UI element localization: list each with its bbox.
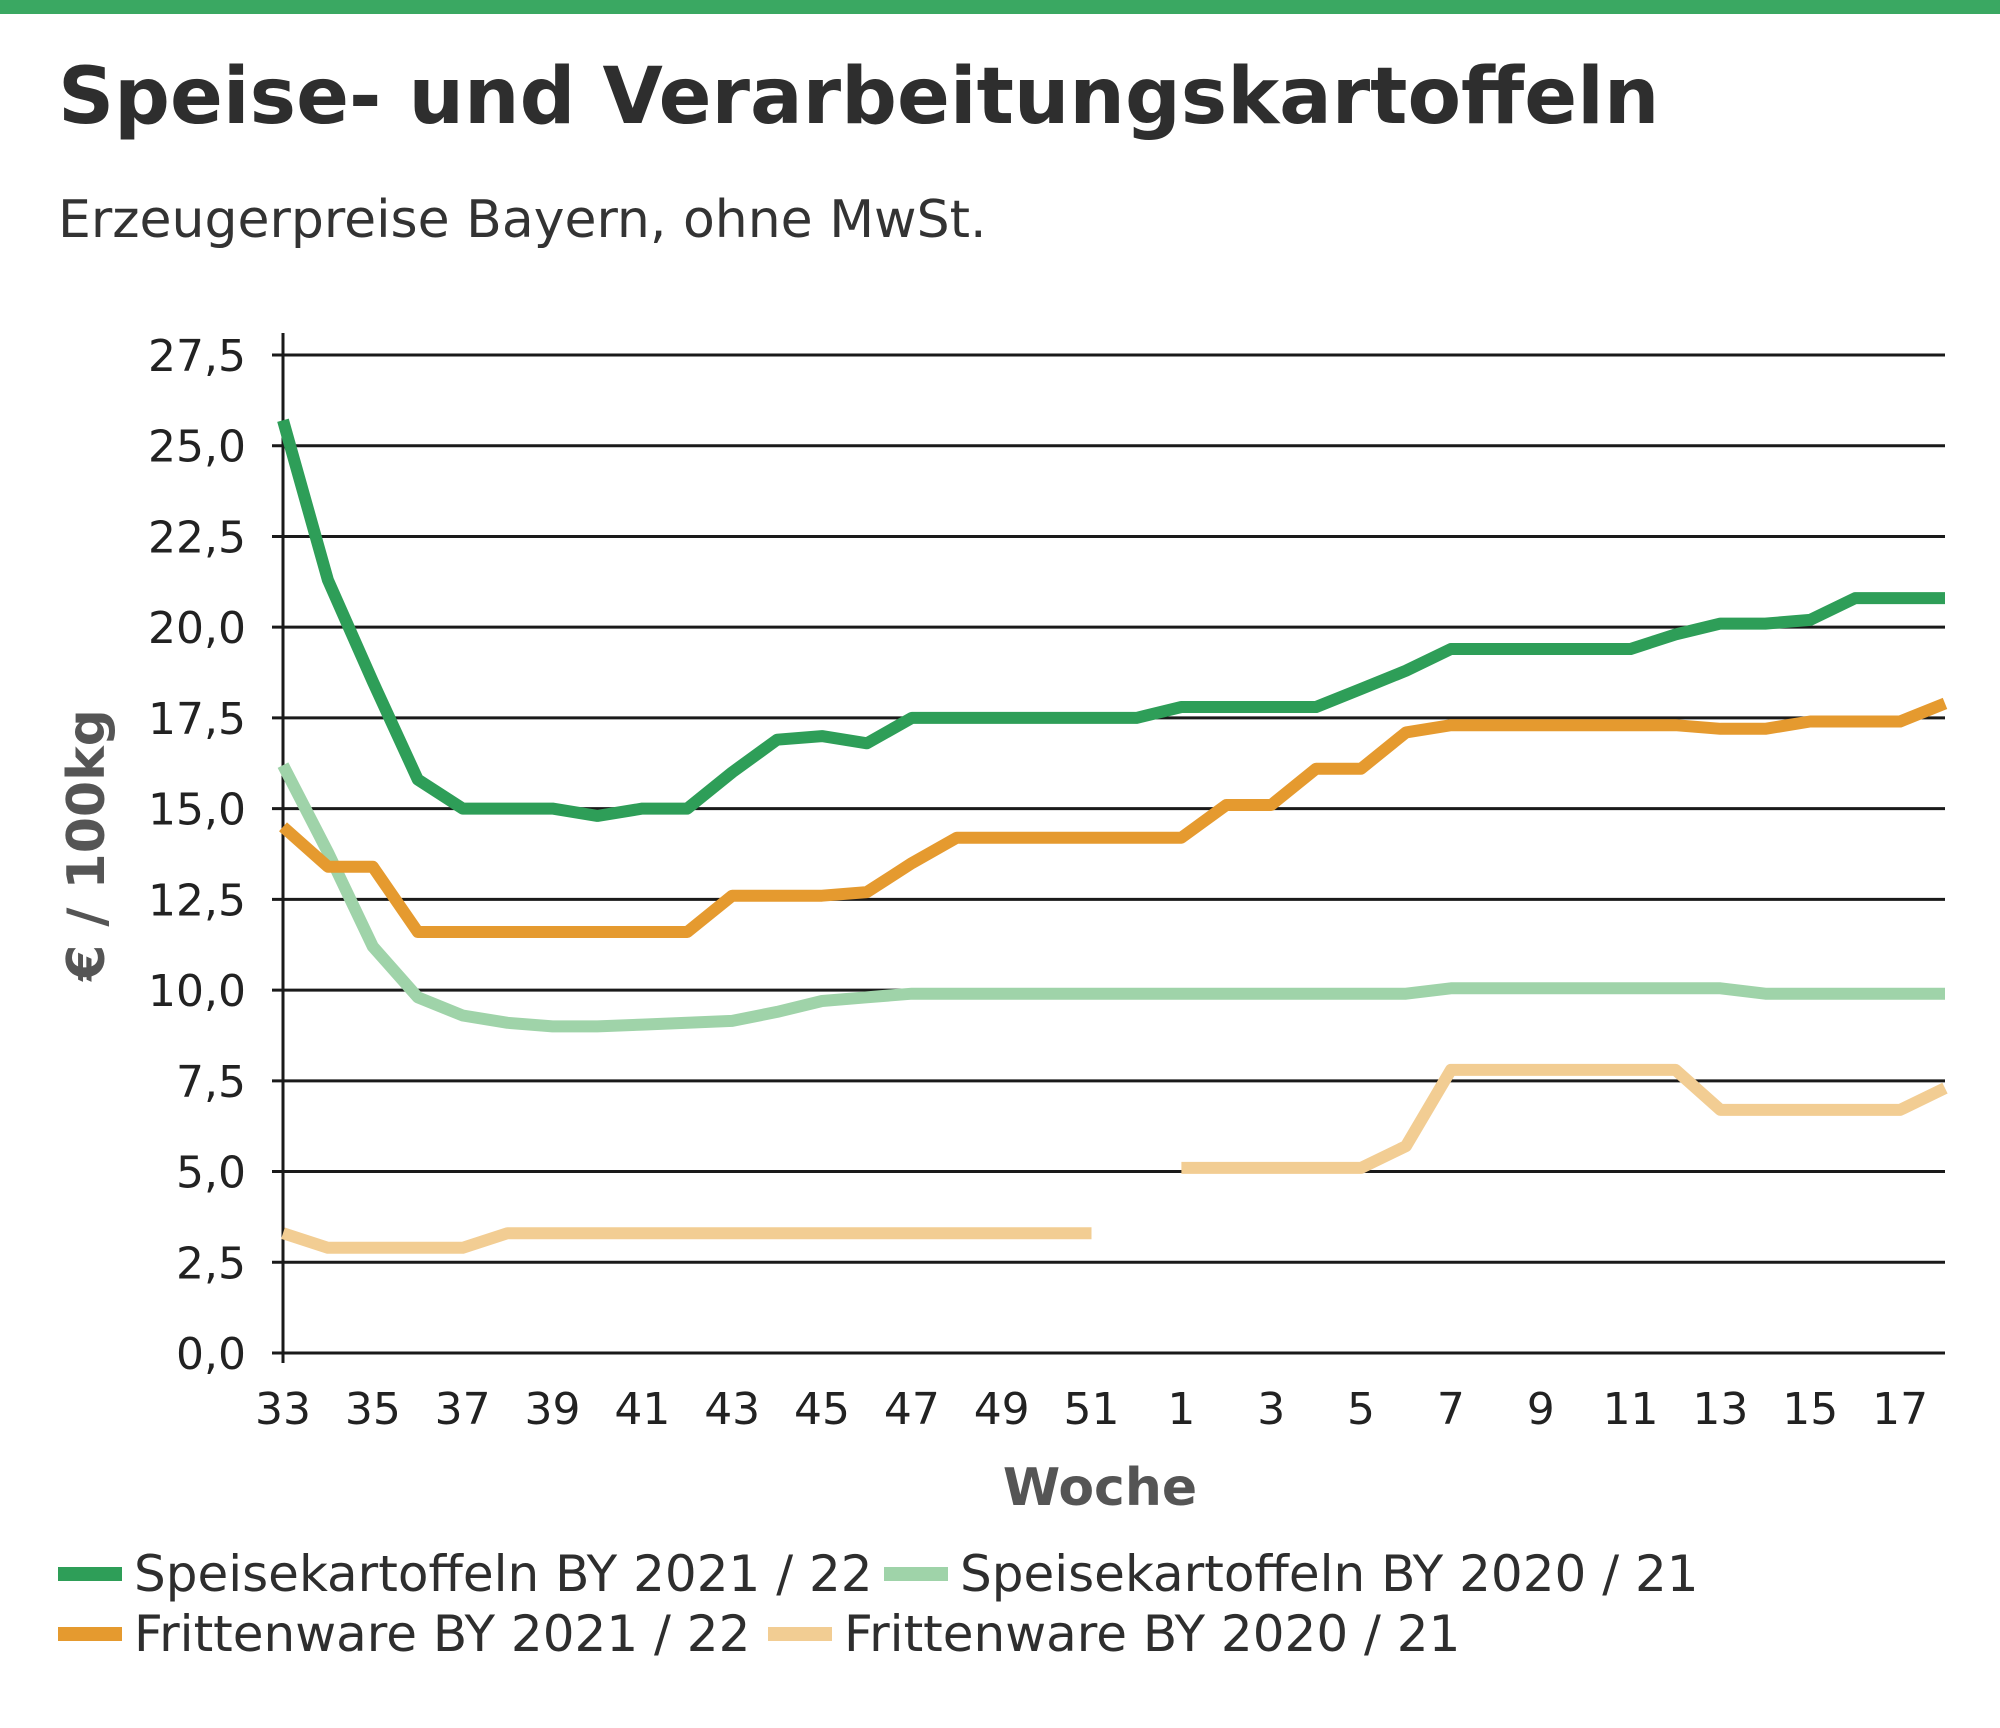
chart-subtitle: Erzeugerpreise Bayern, ohne MwSt. [58, 190, 987, 250]
y-tick-label: 17,5 [148, 694, 246, 745]
axis-labels: 0,0 2,5 5,0 7,5 10,0 12,5 15,0 17,5 20,0 22,5 25,0… [57, 331, 1928, 1518]
y-tick-label: 25,0 [148, 422, 246, 473]
legend-swatch-fritten-2021 [58, 1627, 122, 1641]
y-tick-label: 2,5 [176, 1238, 246, 1289]
legend-label-fritten-2020: Frittenware BY 2020 / 21 [844, 1605, 1461, 1663]
series-line-speise-2020 [277, 762, 1945, 1033]
x-tick-label: 5 [1347, 1384, 1375, 1435]
y-tick-label: 10,0 [148, 966, 246, 1017]
x-axis-title: Woche [1003, 1458, 1197, 1518]
series-line-fritten-2021 [279, 697, 1948, 938]
y-tick-label: 5,0 [176, 1148, 246, 1199]
legend-label-speise-2021: Speisekartoffeln BY 2021 / 22 [134, 1545, 873, 1603]
legend-swatch-speise-2021 [58, 1567, 122, 1581]
y-tick-label: 20,0 [148, 603, 246, 654]
y-tick-label: 27,5 [148, 331, 246, 382]
x-tick-label: 45 [794, 1384, 850, 1435]
x-tick-label: 3 [1257, 1384, 1285, 1435]
chart-title: Speise- und Verarbeitungskartoffeln [58, 52, 1660, 142]
y-tick-label: 7,5 [176, 1057, 246, 1108]
legend-item-fritten-2020: Frittenware BY 2020 / 21 [768, 1605, 1460, 1663]
x-tick-label: 17 [1872, 1384, 1928, 1435]
x-tick-label: 1 [1167, 1384, 1195, 1435]
x-tick-label: 35 [345, 1384, 401, 1435]
legend-label-fritten-2021: Frittenware BY 2021 / 22 [134, 1605, 751, 1663]
y-tick-label: 15,0 [148, 785, 246, 836]
series-lines [277, 418, 1948, 1254]
x-tick-label: 41 [614, 1384, 670, 1435]
x-tick-label: 13 [1692, 1384, 1748, 1435]
series-line-speise-2021 [277, 418, 1945, 822]
legend-item-speise-2021: Speisekartoffeln BY 2021 / 22 [58, 1545, 873, 1603]
legend-label-speise-2020: Speisekartoffeln BY 2020 / 21 [960, 1545, 1699, 1603]
y-tick-label: 0,0 [176, 1329, 246, 1380]
x-tick-label: 49 [974, 1384, 1030, 1435]
legend-item-fritten-2021: Frittenware BY 2021 / 22 [58, 1605, 750, 1663]
x-tick-label: 51 [1064, 1384, 1120, 1435]
legend-swatch-speise-2020 [884, 1567, 948, 1581]
line-chart: 0,0 2,5 5,0 7,5 10,0 12,5 15,0 17,5 20,0 22,5 25,0… [57, 331, 1948, 1518]
x-tick-label: 39 [525, 1384, 581, 1435]
series-line-fritten-2020-segment-1 [281, 1227, 1092, 1254]
x-tick-label: 11 [1603, 1384, 1659, 1435]
x-tick-label: 43 [704, 1384, 760, 1435]
grid-lines [272, 353, 1945, 1355]
y-axis-title: € / 100kg [57, 709, 117, 982]
x-tick-label: 9 [1527, 1384, 1555, 1435]
legend-swatch-fritten-2020 [768, 1627, 832, 1641]
legend-item-speise-2020: Speisekartoffeln BY 2020 / 21 [884, 1545, 1699, 1603]
top-accent-bar [0, 0, 2000, 14]
x-tick-label: 37 [435, 1384, 491, 1435]
x-tick-label: 15 [1782, 1384, 1838, 1435]
y-tick-label: 22,5 [148, 512, 246, 563]
x-tick-label: 33 [255, 1384, 311, 1435]
y-tick-label: 12,5 [148, 875, 246, 926]
x-tick-label: 7 [1437, 1384, 1465, 1435]
series-line-fritten-2020-segment-2 [1181, 1063, 1948, 1174]
x-tick-label: 47 [884, 1384, 940, 1435]
